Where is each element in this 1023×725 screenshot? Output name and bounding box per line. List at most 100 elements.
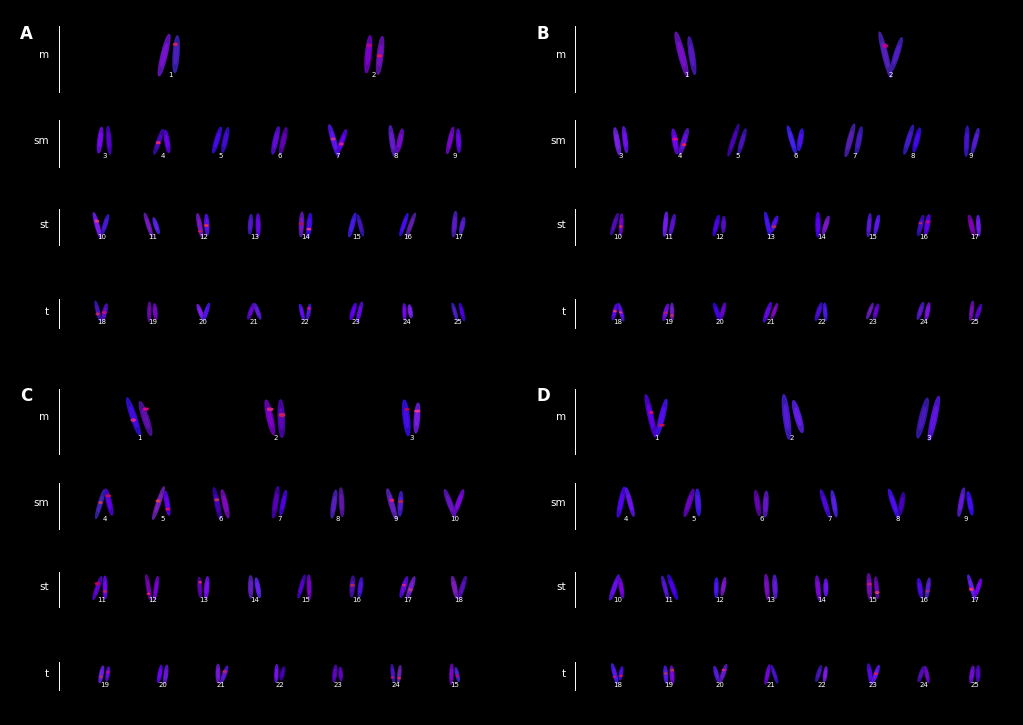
- Text: A: A: [20, 25, 33, 43]
- Ellipse shape: [824, 303, 827, 320]
- Ellipse shape: [879, 32, 891, 78]
- Ellipse shape: [157, 500, 160, 502]
- Ellipse shape: [457, 134, 459, 147]
- Ellipse shape: [874, 304, 879, 319]
- Ellipse shape: [822, 216, 830, 234]
- Ellipse shape: [866, 303, 873, 319]
- Ellipse shape: [620, 670, 622, 677]
- Ellipse shape: [785, 405, 789, 429]
- Text: 25: 25: [971, 319, 979, 326]
- Text: 6: 6: [219, 515, 223, 521]
- Text: 14: 14: [817, 597, 827, 603]
- Ellipse shape: [977, 308, 980, 317]
- Ellipse shape: [755, 491, 760, 515]
- Text: st: st: [557, 582, 566, 592]
- Text: 22: 22: [817, 319, 827, 326]
- Ellipse shape: [95, 490, 104, 518]
- Ellipse shape: [868, 214, 871, 236]
- Text: 10: 10: [614, 597, 622, 603]
- Ellipse shape: [205, 215, 209, 235]
- Ellipse shape: [389, 125, 395, 156]
- Ellipse shape: [272, 486, 279, 518]
- Text: 12: 12: [715, 234, 724, 241]
- Ellipse shape: [338, 130, 347, 153]
- Ellipse shape: [833, 497, 836, 511]
- Ellipse shape: [771, 666, 777, 683]
- Text: t: t: [562, 307, 566, 317]
- Ellipse shape: [350, 304, 356, 320]
- Ellipse shape: [873, 666, 880, 682]
- Ellipse shape: [968, 575, 976, 600]
- Text: 23: 23: [869, 319, 878, 326]
- Ellipse shape: [249, 576, 253, 598]
- Ellipse shape: [971, 305, 973, 316]
- Ellipse shape: [250, 581, 252, 593]
- Ellipse shape: [161, 44, 168, 67]
- Ellipse shape: [857, 133, 860, 148]
- Ellipse shape: [798, 129, 803, 151]
- Ellipse shape: [256, 214, 260, 236]
- Text: 16: 16: [920, 234, 929, 241]
- Text: 8: 8: [895, 515, 900, 521]
- Ellipse shape: [975, 304, 982, 320]
- Ellipse shape: [406, 213, 415, 236]
- Ellipse shape: [845, 124, 855, 157]
- Text: 11: 11: [664, 234, 673, 241]
- Ellipse shape: [456, 675, 458, 676]
- Text: 18: 18: [614, 319, 622, 326]
- Ellipse shape: [300, 304, 304, 320]
- Ellipse shape: [213, 488, 221, 519]
- Ellipse shape: [159, 34, 170, 75]
- Ellipse shape: [173, 36, 179, 72]
- Ellipse shape: [697, 495, 700, 510]
- Ellipse shape: [613, 218, 617, 230]
- Text: 5: 5: [219, 153, 223, 159]
- Text: 6: 6: [759, 515, 764, 521]
- Text: 13: 13: [198, 597, 208, 603]
- Ellipse shape: [165, 669, 167, 679]
- Ellipse shape: [899, 493, 904, 515]
- Ellipse shape: [351, 581, 354, 592]
- Ellipse shape: [340, 143, 343, 145]
- Ellipse shape: [969, 215, 975, 236]
- Ellipse shape: [875, 307, 878, 315]
- Ellipse shape: [627, 494, 632, 510]
- Ellipse shape: [408, 589, 412, 591]
- Text: 23: 23: [869, 682, 878, 688]
- Ellipse shape: [696, 489, 701, 515]
- Text: 12: 12: [147, 597, 157, 603]
- Ellipse shape: [107, 133, 110, 148]
- Ellipse shape: [799, 134, 802, 146]
- Ellipse shape: [339, 667, 343, 681]
- Ellipse shape: [447, 496, 453, 511]
- Ellipse shape: [816, 218, 819, 231]
- Ellipse shape: [350, 218, 354, 231]
- Text: 16: 16: [920, 597, 929, 603]
- Ellipse shape: [926, 307, 929, 316]
- Ellipse shape: [102, 312, 106, 313]
- Ellipse shape: [98, 133, 101, 147]
- Ellipse shape: [281, 670, 283, 677]
- Ellipse shape: [722, 220, 724, 229]
- Ellipse shape: [281, 496, 285, 510]
- Ellipse shape: [398, 492, 403, 516]
- Ellipse shape: [99, 502, 102, 503]
- Ellipse shape: [96, 313, 99, 315]
- Ellipse shape: [822, 496, 828, 511]
- Ellipse shape: [772, 669, 776, 679]
- Ellipse shape: [927, 583, 929, 594]
- Ellipse shape: [688, 37, 696, 74]
- Ellipse shape: [447, 128, 454, 154]
- Ellipse shape: [400, 577, 408, 597]
- Ellipse shape: [280, 667, 284, 680]
- Ellipse shape: [670, 303, 673, 320]
- Ellipse shape: [891, 38, 902, 72]
- Ellipse shape: [367, 44, 371, 46]
- Ellipse shape: [308, 219, 311, 232]
- Text: 7: 7: [336, 153, 340, 159]
- Ellipse shape: [274, 494, 277, 511]
- Ellipse shape: [453, 307, 456, 317]
- Ellipse shape: [280, 491, 286, 515]
- Ellipse shape: [391, 665, 395, 682]
- Ellipse shape: [95, 218, 99, 232]
